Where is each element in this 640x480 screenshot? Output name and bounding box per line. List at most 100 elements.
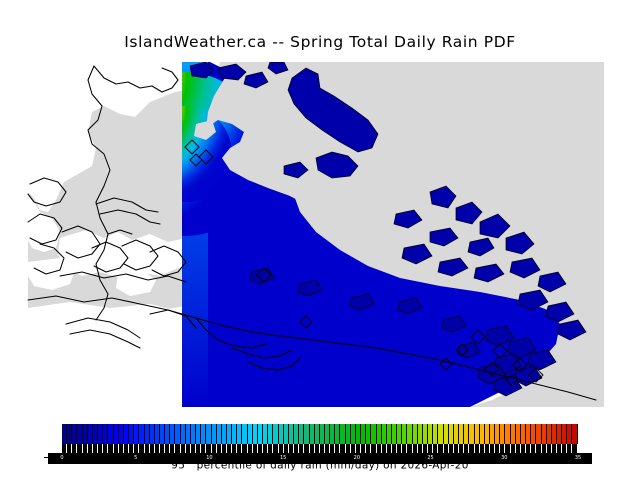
colorbar-tick bbox=[495, 444, 501, 453]
figure-title: IslandWeather.ca -- Spring Total Daily R… bbox=[124, 33, 516, 51]
colorbar-segment bbox=[118, 424, 124, 444]
colorbar-tick bbox=[248, 444, 253, 453]
map-panel bbox=[0, 62, 640, 407]
colorbar-tick bbox=[444, 444, 449, 453]
caption-superscript: th bbox=[185, 458, 194, 466]
colorbar-tick-label: 30 bbox=[501, 455, 508, 461]
colorbar-segment bbox=[206, 424, 212, 444]
colorbar-tick bbox=[567, 444, 573, 453]
colorbar-segment bbox=[386, 424, 392, 444]
colorbar-segment bbox=[319, 424, 325, 444]
colorbar-segment bbox=[304, 424, 310, 444]
colorbar-tick bbox=[557, 444, 563, 453]
colorbar-segment bbox=[149, 424, 155, 444]
colorbar-tick bbox=[242, 444, 248, 453]
caption-rest: percentile of daily rain (mm/day) on 202… bbox=[193, 459, 469, 472]
colorbar-tick bbox=[98, 444, 104, 453]
colorbar-segment bbox=[144, 424, 150, 444]
colorbar-segment bbox=[154, 424, 160, 444]
colorbar-segment bbox=[180, 424, 186, 444]
colorbar-tick bbox=[397, 444, 403, 453]
colorbar-segment bbox=[324, 424, 331, 444]
colorbar-tick bbox=[196, 444, 202, 453]
colorbar-segment bbox=[113, 424, 119, 444]
colorbar-tick bbox=[361, 444, 367, 453]
colorbar-tick bbox=[356, 444, 362, 453]
colorbar-segment bbox=[484, 424, 490, 444]
colorbar-segment bbox=[314, 424, 320, 444]
colorbar-tick bbox=[475, 444, 480, 453]
colorbar-segment bbox=[129, 424, 135, 444]
colorbar-segment bbox=[355, 424, 362, 444]
colorbar-tick bbox=[531, 444, 537, 453]
colorbar-segment bbox=[443, 424, 449, 444]
colorbar-tick bbox=[294, 444, 300, 453]
colorbar-tick bbox=[526, 444, 532, 453]
rain-hotspot-core bbox=[182, 106, 232, 202]
colorbar-tick bbox=[279, 444, 284, 453]
colorbar-tick bbox=[253, 444, 258, 453]
colorbar-tick bbox=[299, 444, 305, 453]
colorbar-segment bbox=[294, 424, 300, 444]
colorbar-tick bbox=[547, 444, 552, 453]
colorbar-tick-label: 5 bbox=[134, 455, 138, 461]
colorbar-segment bbox=[489, 424, 496, 444]
colorbar-segment bbox=[139, 424, 145, 444]
colorbar-tick bbox=[511, 444, 516, 453]
colorbar-segment bbox=[103, 424, 109, 444]
colorbar-tick bbox=[237, 444, 243, 453]
colorbar-tick-label: 35 bbox=[574, 455, 582, 461]
colorbar-tick bbox=[108, 444, 114, 453]
colorbar-segment bbox=[572, 424, 578, 444]
colorbar-tick bbox=[330, 444, 336, 453]
map-canvas bbox=[0, 62, 640, 407]
land-over-data-group bbox=[194, 62, 604, 407]
colorbar-tick bbox=[500, 444, 506, 453]
colorbar-segment bbox=[479, 424, 485, 444]
colorbar-segment bbox=[185, 424, 191, 444]
colorbar-tick bbox=[206, 444, 212, 453]
colorbar-tick bbox=[464, 444, 470, 453]
colorbar-segment bbox=[500, 424, 506, 444]
colorbar-tick bbox=[459, 444, 465, 453]
mainland-gray bbox=[206, 62, 604, 407]
colorbar-segment bbox=[221, 424, 227, 444]
colorbar-tick bbox=[181, 444, 186, 453]
colorbar-segment bbox=[201, 424, 207, 444]
colorbar-tick bbox=[222, 444, 227, 453]
colorbar-tick bbox=[124, 444, 130, 453]
caption-prefix: 95 bbox=[171, 459, 186, 472]
colorbar-segment bbox=[422, 424, 429, 444]
colorbar-tick-label: 10 bbox=[206, 455, 213, 461]
colorbar-tick bbox=[304, 444, 310, 453]
colorbar-tick bbox=[103, 444, 109, 453]
colorbar-segment bbox=[82, 424, 88, 444]
colorbar-tick bbox=[542, 444, 547, 453]
colorbar-tick-marks bbox=[62, 444, 578, 453]
colorbar-segment bbox=[402, 424, 408, 444]
colorbar-segment bbox=[283, 424, 289, 444]
colorbar-tick bbox=[490, 444, 496, 453]
colorbar-segment bbox=[407, 424, 413, 444]
colorbar-tick bbox=[433, 444, 439, 453]
colorbar-segment bbox=[459, 424, 465, 444]
colorbar-segment bbox=[170, 424, 176, 444]
colorbar-segment bbox=[371, 424, 377, 444]
colorbar-tick bbox=[83, 444, 88, 453]
colorbar-tick bbox=[268, 444, 274, 453]
colorbar-tick bbox=[454, 444, 460, 453]
colorbar-tick bbox=[232, 444, 238, 453]
colorbar-segment bbox=[247, 424, 253, 444]
colorbar-tick bbox=[134, 444, 140, 453]
colorbar-tick bbox=[212, 444, 217, 453]
colorbar-segment bbox=[242, 424, 248, 444]
colorbar-tick bbox=[485, 444, 490, 453]
colorbar-segment bbox=[123, 424, 130, 444]
colorbar-tick bbox=[325, 444, 331, 453]
colorbar-segment bbox=[557, 424, 563, 444]
colorbar-tick bbox=[273, 444, 279, 453]
colorbar-tick bbox=[320, 444, 325, 453]
colorbar-tick bbox=[88, 444, 93, 453]
colorbar-segment bbox=[273, 424, 279, 444]
colorbar-tick bbox=[382, 444, 387, 453]
